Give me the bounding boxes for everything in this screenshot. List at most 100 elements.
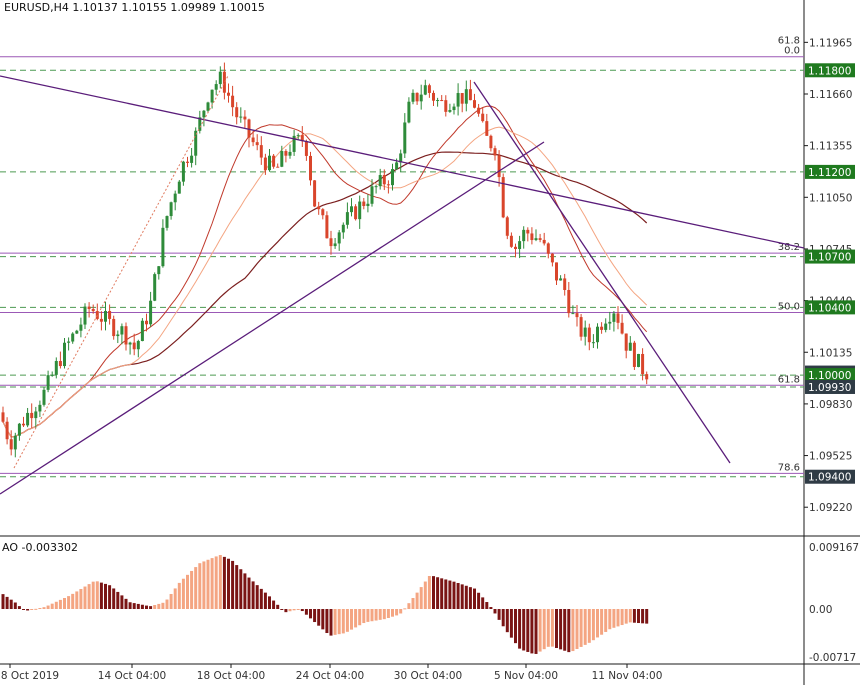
candle-body (120, 326, 124, 335)
candle-body (317, 206, 321, 210)
ao-bar (194, 567, 198, 609)
price-tag (805, 469, 855, 484)
candle-body (116, 334, 120, 337)
candle-body (477, 107, 481, 114)
candle-body (140, 320, 144, 342)
ao-bar (38, 608, 42, 610)
candle-body (591, 342, 595, 344)
candle-body (366, 203, 370, 207)
ao-bar (616, 609, 620, 627)
ao-bar (522, 609, 526, 651)
candle-body (419, 94, 423, 102)
ao-bar (288, 609, 292, 612)
ao-bar (292, 609, 296, 611)
ao-bar (485, 602, 489, 609)
trendline-support (0, 141, 545, 495)
ao-bar (13, 602, 17, 609)
ao-bar (214, 556, 218, 609)
candle-body (243, 116, 247, 120)
candle-body (378, 175, 382, 187)
candle-body (501, 177, 505, 218)
ao-bar (243, 573, 247, 609)
ao-bar (456, 582, 460, 609)
y-tick-label: 1.11660 (809, 89, 852, 101)
ao-bar (350, 609, 353, 630)
ao-bar (620, 609, 624, 626)
ao-bar (30, 609, 34, 610)
candle-body (583, 327, 587, 337)
ao-bar (333, 609, 337, 635)
candle-body (403, 122, 407, 154)
ao-bar (263, 592, 267, 609)
ao-bar (604, 609, 608, 632)
candle-body (54, 360, 58, 375)
y-tick-label: 1.09525 (809, 451, 852, 463)
horizontal-levels: 0.0 38.2 50.0 61.8 78.6 61.8 (0, 36, 804, 478)
ao-bar (432, 576, 435, 609)
fib-baseline (13, 75, 229, 469)
ao-header: AO -0.003302 (2, 541, 78, 554)
ao-bar (563, 609, 567, 651)
candle-body (329, 238, 333, 247)
candle-body (181, 161, 185, 182)
fib-label: 78.6 (778, 462, 800, 473)
x-tick-label: 24 Oct 04:00 (296, 670, 364, 682)
candle-body (440, 100, 444, 102)
ao-tick-label: 0.009167 (809, 542, 859, 554)
candle-body (616, 313, 620, 323)
ao-bar (354, 609, 358, 628)
candle-body (415, 92, 419, 102)
price-tag (805, 63, 855, 78)
ao-bar (317, 609, 321, 626)
candle-body (17, 423, 21, 436)
candle-body (251, 137, 255, 143)
ao-bar (628, 609, 632, 623)
ao-bar (239, 569, 243, 609)
candle-body (300, 135, 304, 142)
price-tag-label: 1.09930 (808, 382, 851, 394)
ao-bar (550, 609, 554, 647)
ao-bar (501, 609, 505, 627)
x-tick-label: 14 Oct 04:00 (98, 670, 166, 682)
y-tick-label: 1.11965 (809, 37, 852, 49)
ao-bar (255, 585, 259, 609)
ao-bar (50, 603, 54, 609)
candle-body (493, 148, 497, 156)
ao-bar (505, 609, 509, 633)
ao-bar (136, 603, 140, 609)
candle-body (124, 326, 128, 345)
candle-body (555, 262, 558, 281)
candle-body (645, 374, 649, 380)
candle-body (222, 71, 226, 93)
price-tag-label: 1.10700 (808, 252, 851, 264)
ao-bar (300, 609, 304, 612)
y-tick-label: 1.09220 (809, 502, 852, 514)
candle-body (87, 306, 91, 309)
ao-bar (91, 581, 95, 609)
ao-bar (140, 604, 144, 609)
candle-body (600, 326, 604, 330)
ao-bar (67, 596, 71, 609)
candle-body (427, 85, 431, 93)
candle-body (75, 330, 79, 334)
ao-bar (157, 603, 161, 609)
candle-body (518, 241, 522, 250)
candle-body (42, 389, 46, 405)
candle-body (288, 151, 292, 156)
ao-bar (403, 608, 407, 610)
ao-bar (177, 582, 181, 609)
ao-bar (591, 609, 595, 641)
candle-body (538, 238, 542, 240)
ao-bar (218, 555, 222, 609)
candle-body (489, 135, 493, 149)
candle-body (563, 278, 567, 290)
ao-bar (132, 603, 136, 609)
ao-bar (366, 609, 370, 622)
candle-body (34, 411, 38, 419)
ao-bar (571, 609, 575, 652)
ao-bar (464, 585, 468, 609)
ao-bar (411, 597, 415, 609)
ao-bar (276, 604, 280, 609)
candle-body (190, 155, 194, 163)
